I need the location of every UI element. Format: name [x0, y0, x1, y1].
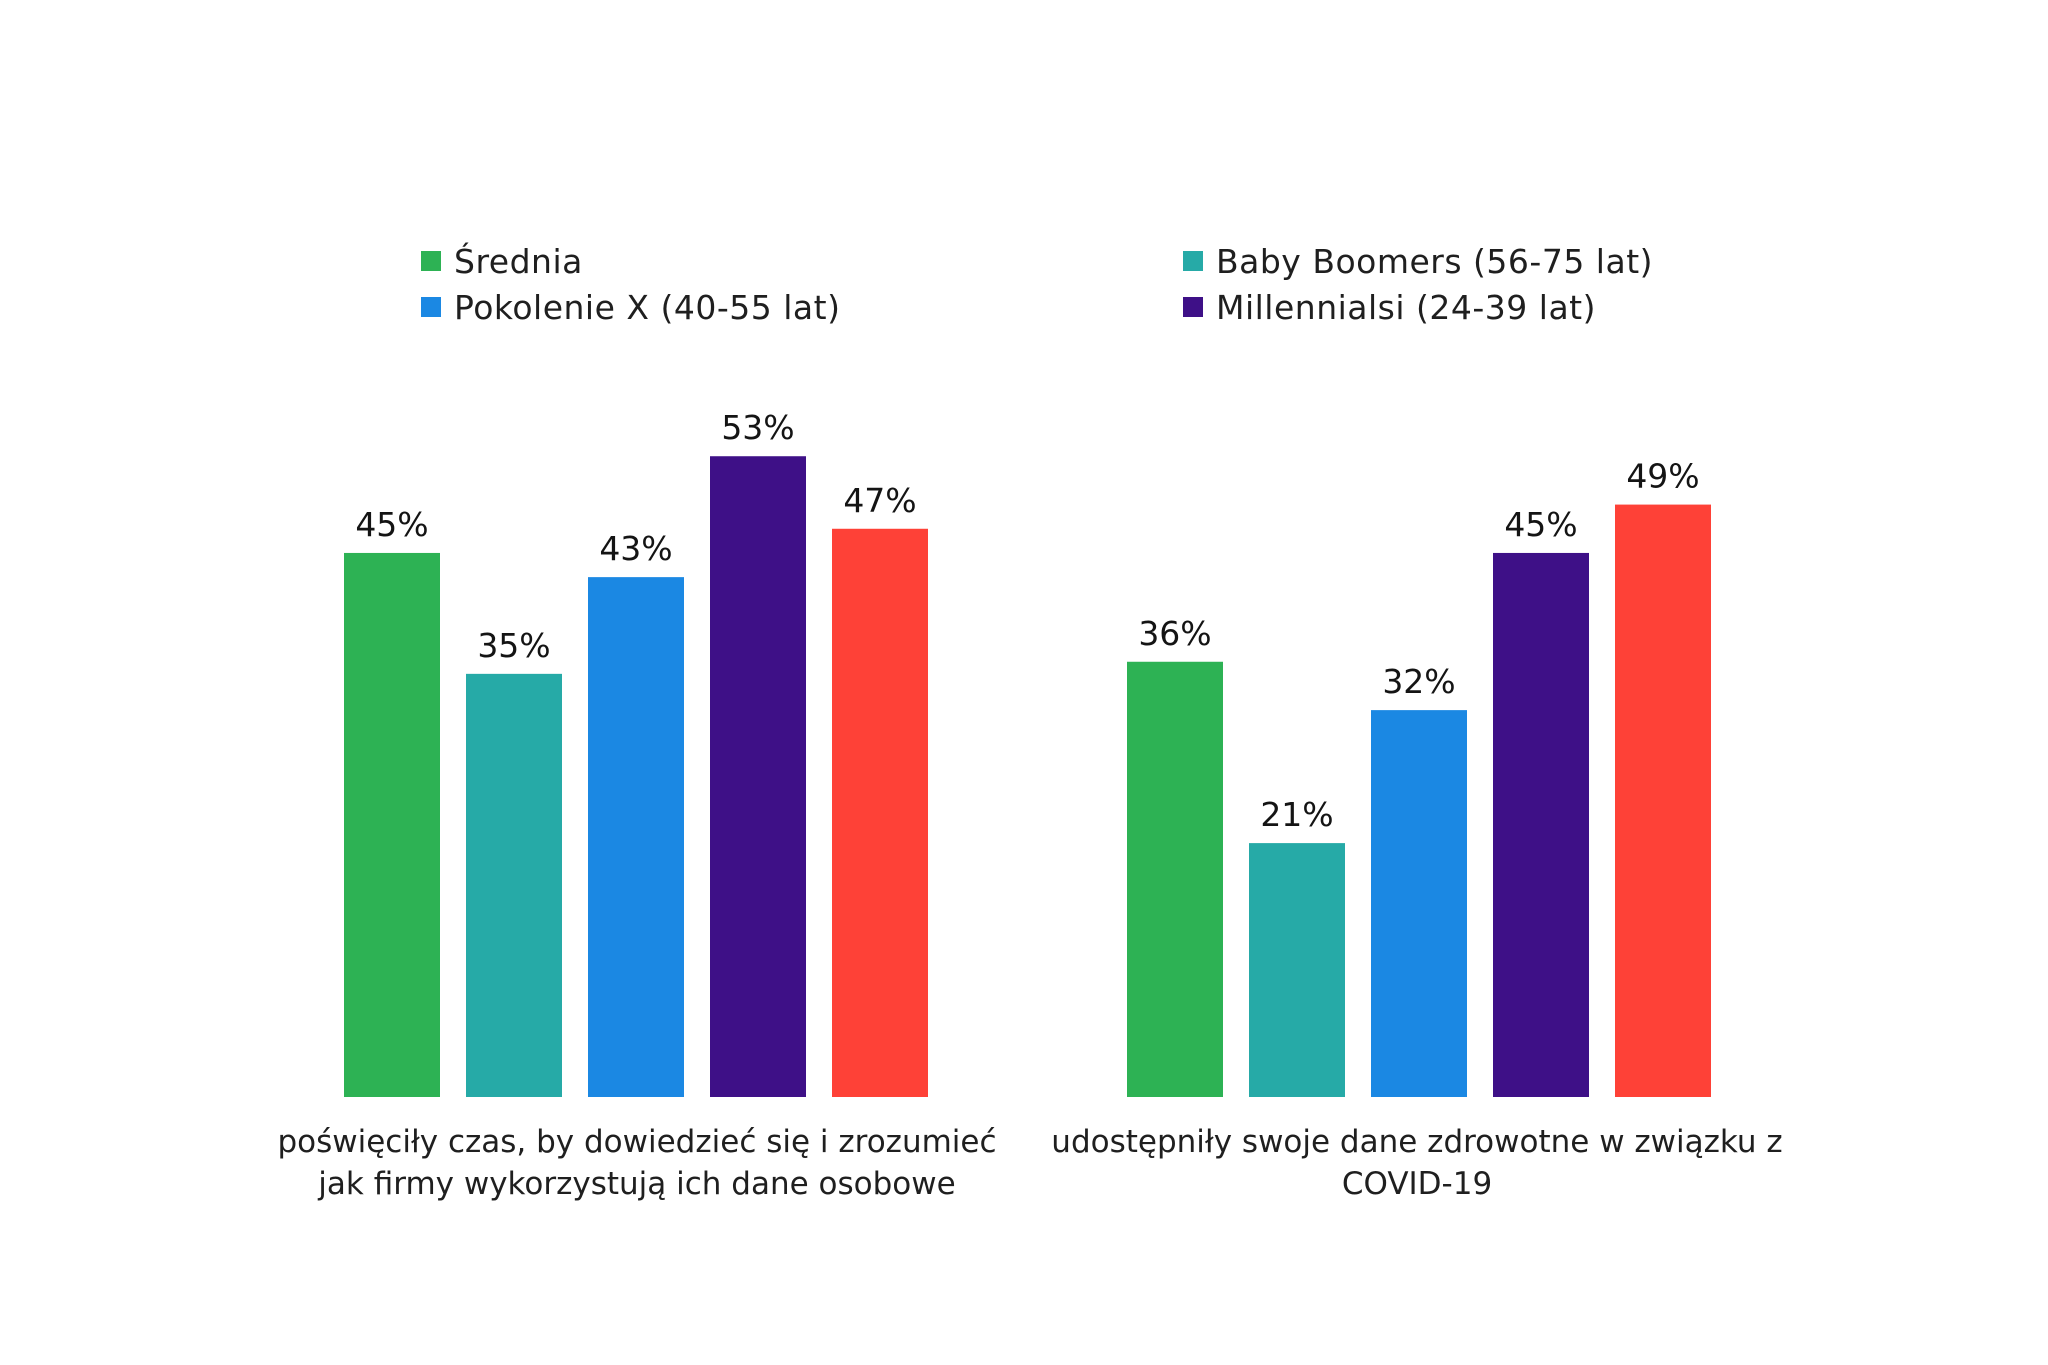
legend-item-srednia: Średnia [421, 241, 583, 281]
data-label-cat1-series4: 49% [1626, 457, 1699, 496]
data-label-cat0-series3: 53% [721, 408, 794, 447]
legend-label-millennialsi: Millennialsi (24-39 lat) [1216, 287, 1596, 327]
legend-swatch-baby-boomers [1183, 251, 1203, 271]
data-label-cat1-series2: 32% [1382, 662, 1455, 701]
category-label-0-line-2: jak firmy wykorzystują ich dane osobowe [318, 1166, 956, 1202]
legend-label-pokolenie-x: Pokolenie X (40-55 lat) [454, 287, 841, 327]
bar-cat0-series0 [344, 552, 440, 1097]
bar-cat1-series2 [1371, 710, 1467, 1097]
data-label-cat1-series3: 45% [1504, 505, 1577, 544]
bar-cat0-series3 [710, 456, 806, 1098]
legend-item-baby-boomers: Baby Boomers (56-75 lat) [1183, 241, 1653, 281]
data-label-cat1-series1: 21% [1260, 795, 1333, 834]
category-label-1: udostępniły swoje dane zdrowotne w związ… [1027, 1121, 1807, 1205]
legend-label-baby-boomers: Baby Boomers (56-75 lat) [1216, 241, 1654, 281]
legend-swatch-millennialsi [1183, 297, 1203, 317]
bar-cat0-series2 [588, 577, 684, 1097]
bar-cat0-series1 [466, 673, 562, 1097]
bar-cat1-series0 [1127, 661, 1223, 1097]
legend-item-pokolenie-x: Pokolenie X (40-55 lat) [421, 287, 840, 327]
data-label-cat0-series0: 45% [355, 505, 428, 544]
legend-label-srednia: Średnia [454, 241, 583, 281]
bar-cat1-series4 [1615, 504, 1711, 1098]
legend-swatch-srednia [421, 251, 441, 271]
category-label-1-line-1: udostępniły swoje dane zdrowotne w związ… [1051, 1124, 1783, 1160]
legend-item-millennialsi: Millennialsi (24-39 lat) [1183, 287, 1596, 327]
data-label-cat1-series0: 36% [1138, 614, 1211, 653]
data-label-cat0-series4: 47% [843, 481, 916, 520]
data-label-cat0-series2: 43% [599, 529, 672, 568]
category-label-0-line-1: poświęciły czas, by dowiedzieć się i zro… [277, 1124, 997, 1160]
bar-cat1-series1 [1249, 843, 1345, 1097]
category-label-1-line-2: COVID-19 [1341, 1166, 1493, 1202]
bar-cat1-series3 [1493, 552, 1589, 1097]
category-label-0: poświęciły czas, by dowiedzieć się i zro… [247, 1121, 1027, 1205]
data-label-cat0-series1: 35% [477, 626, 550, 665]
legend-swatch-pokolenie-x [421, 297, 441, 317]
bar-cat0-series4 [832, 528, 928, 1097]
